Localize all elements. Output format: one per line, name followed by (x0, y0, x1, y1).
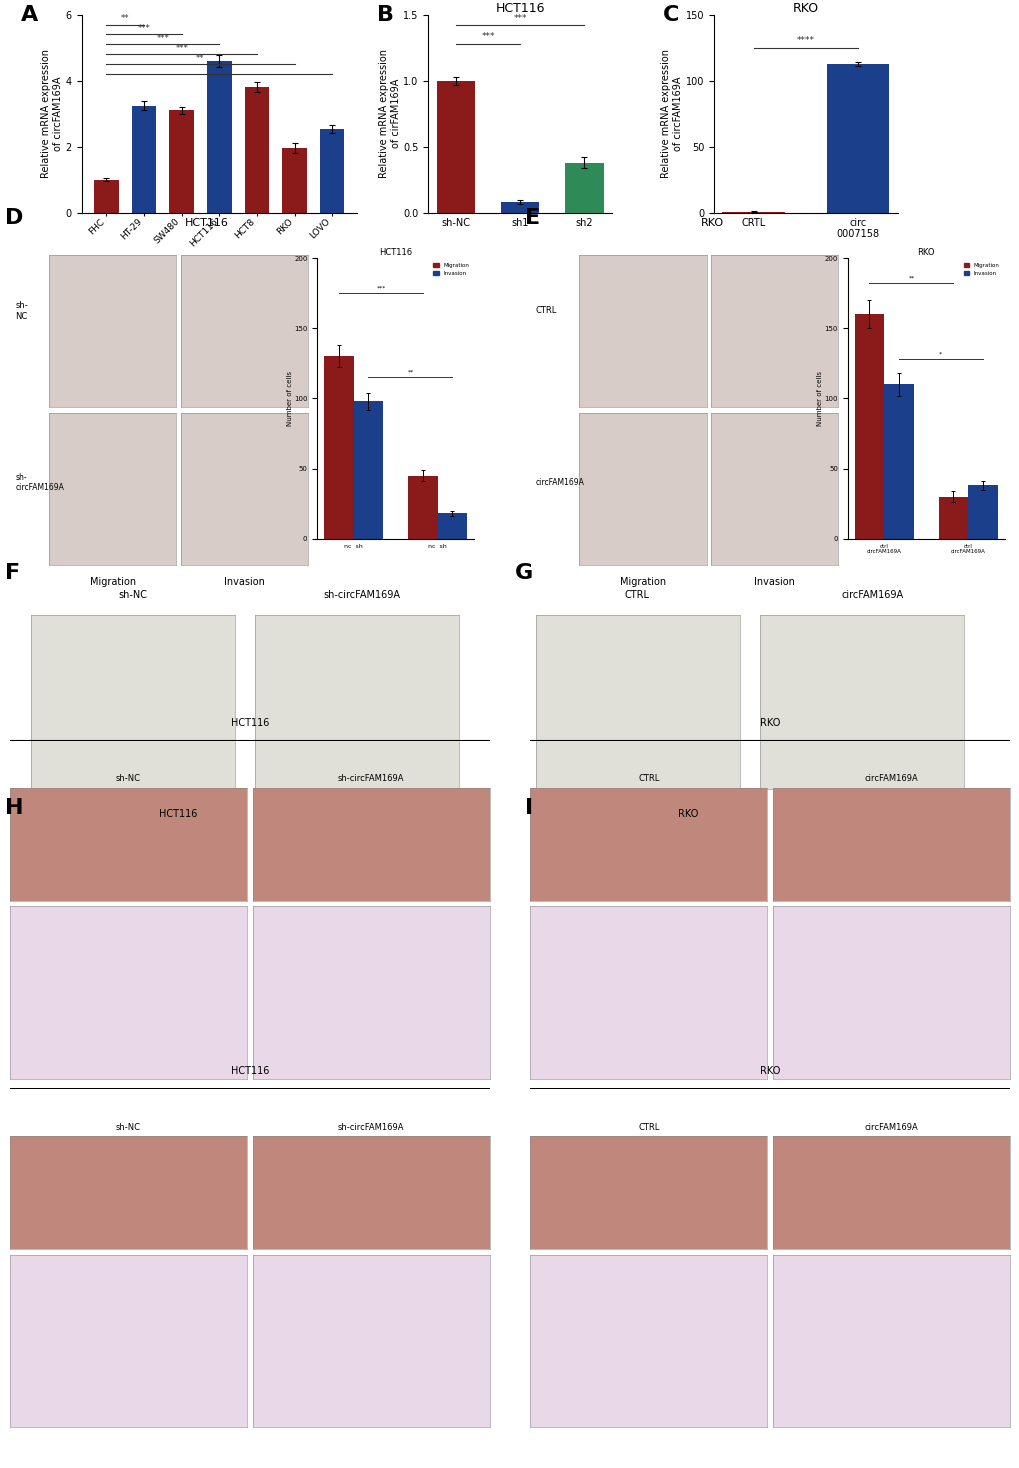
Y-axis label: Relative mRNA expression
of circFAM169A: Relative mRNA expression of circFAM169A (41, 50, 63, 178)
Bar (825, 63, 889, 213)
Bar (937, 496, 967, 539)
Text: HCT116: HCT116 (230, 1066, 269, 1076)
Bar (883, 385, 913, 539)
Text: RKO: RKO (759, 718, 780, 728)
Bar (500, 203, 539, 213)
Text: ****: **** (796, 37, 814, 46)
Text: circFAM169A: circFAM169A (841, 590, 902, 600)
Y-axis label: Relative mRNA expression
of cirFAM169A: Relative mRNA expression of cirFAM169A (378, 50, 400, 178)
Bar (94, 181, 118, 213)
Text: ***: *** (138, 23, 150, 32)
Bar (967, 486, 997, 539)
Text: CTRL: CTRL (535, 307, 556, 316)
Text: **: ** (196, 53, 205, 63)
Bar (245, 88, 269, 213)
Bar (320, 129, 344, 213)
Legend: Migration, Invasion: Migration, Invasion (961, 261, 1001, 277)
Legend: Migration, Invasion: Migration, Invasion (431, 261, 471, 277)
Text: sh-
circFAM169A: sh- circFAM169A (15, 473, 64, 492)
Text: C: C (662, 4, 679, 25)
Bar (324, 357, 354, 539)
Text: Migration: Migration (90, 577, 136, 587)
Text: sh-NC: sh-NC (116, 775, 141, 784)
Bar (408, 476, 437, 539)
Text: **: ** (215, 63, 223, 72)
Text: Invasion: Invasion (223, 577, 265, 587)
Text: sh-circFAM169A: sh-circFAM169A (337, 775, 405, 784)
Text: HCT116: HCT116 (159, 809, 198, 819)
Bar (354, 401, 383, 539)
Title: RKO: RKO (916, 248, 934, 257)
Title: RKO: RKO (792, 1, 818, 15)
Text: F: F (5, 562, 20, 583)
Title: HCT116: HCT116 (379, 248, 412, 257)
Y-axis label: Relative mRNA expression
of circFAM169A: Relative mRNA expression of circFAM169A (660, 50, 683, 178)
Text: G: G (515, 562, 533, 583)
Bar (436, 81, 475, 213)
Bar (437, 514, 467, 539)
Text: sh-NC: sh-NC (116, 1123, 141, 1132)
Text: circFAM169A: circFAM169A (864, 1123, 917, 1132)
Text: sh-
NC: sh- NC (15, 301, 29, 320)
Text: RKO: RKO (678, 809, 698, 819)
Text: RKO: RKO (759, 1066, 780, 1076)
Text: E: E (525, 207, 540, 228)
Text: ***: *** (481, 32, 494, 41)
Text: CTRL: CTRL (638, 775, 658, 784)
Bar (854, 314, 883, 539)
Text: Migration: Migration (620, 577, 665, 587)
Text: A: A (21, 4, 39, 25)
Text: I: I (525, 797, 533, 818)
Text: Invasion: Invasion (753, 577, 795, 587)
Text: ***: *** (376, 285, 385, 291)
Text: HCT116: HCT116 (230, 718, 269, 728)
Text: D: D (5, 207, 23, 228)
Bar (131, 106, 156, 213)
Bar (282, 148, 307, 213)
Text: H: H (5, 797, 23, 818)
Text: HCT116: HCT116 (185, 217, 229, 228)
Text: sh-NC: sh-NC (118, 590, 147, 600)
Bar (565, 163, 603, 213)
Text: sh-circFAM169A: sh-circFAM169A (323, 590, 400, 600)
Bar (207, 62, 231, 213)
Text: sh-circFAM169A: sh-circFAM169A (337, 1123, 405, 1132)
Text: **: ** (407, 370, 413, 374)
Text: ***: *** (513, 13, 527, 22)
Title: HCT116: HCT116 (495, 1, 544, 15)
Text: **: ** (908, 276, 914, 280)
Y-axis label: Number of cells: Number of cells (816, 371, 822, 426)
Text: ***: *** (156, 34, 169, 43)
Text: **: ** (121, 13, 129, 23)
Y-axis label: Number of cells: Number of cells (286, 371, 292, 426)
Text: circFAM169A: circFAM169A (864, 775, 917, 784)
Text: ***: *** (175, 44, 187, 53)
Text: circFAM169A: circFAM169A (535, 479, 584, 487)
Text: CTRL: CTRL (625, 590, 649, 600)
Text: B: B (377, 4, 393, 25)
Text: RKO: RKO (700, 217, 723, 228)
Text: *: * (938, 351, 942, 357)
Text: CTRL: CTRL (638, 1123, 658, 1132)
Bar (169, 110, 194, 213)
